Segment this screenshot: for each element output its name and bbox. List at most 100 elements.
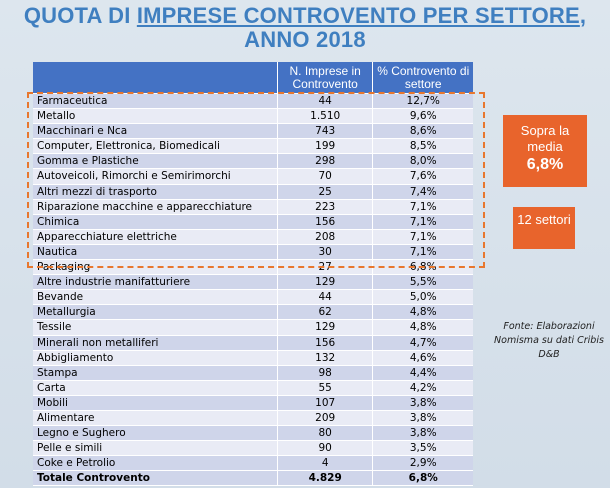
cell-sector: Altri mezzi di trasporto [37, 185, 157, 198]
sectors-count-label: 12 settori [517, 212, 571, 227]
cell-share: 3,8% [372, 395, 473, 410]
cell-sector: Computer, Elettronica, Biomedicali [37, 140, 220, 153]
table-row: Coke e Petrolio 4 2,9% [33, 456, 473, 472]
cell-sector: Minerali non metalliferi [37, 336, 159, 349]
cell-sector: Metallurgia [37, 306, 96, 319]
cell-share: 9,6% [372, 109, 473, 124]
cell-share: 8,0% [372, 154, 473, 169]
cell-share: 4,8% [372, 320, 473, 335]
table-header: N. Imprese in Controvento % Controvento … [33, 62, 473, 94]
cell-share: 7,6% [372, 169, 473, 184]
cell-share: 6,8% [372, 260, 473, 275]
cell-count: 4 [276, 456, 373, 471]
cell-count: 298 [276, 154, 373, 169]
source-note: Fonte: Elaborazioni Nomisma su dati Crib… [494, 321, 604, 360]
above-average-label: Sopra la media [520, 123, 570, 154]
cell-sector: Packaging [37, 261, 91, 274]
above-average-badge: Sopra la media 6,8% [503, 115, 587, 187]
cell-share: 5,0% [372, 290, 473, 305]
cell-count: 107 [276, 395, 373, 410]
sectors-count-badge: 12 settori [513, 207, 575, 249]
table-row: Altri mezzi di trasporto 25 7,4% [33, 184, 473, 200]
cell-count: 129 [276, 275, 373, 290]
cell-share: 8,6% [372, 124, 473, 139]
table-row: Metallurgia 62 4,8% [33, 305, 473, 321]
cell-sector: Tessile [37, 321, 72, 334]
cell-count: 199 [276, 139, 373, 154]
cell-share: 7,4% [372, 184, 473, 199]
cell-sector: Autoveicoli, Rimorchi e Semirimorchi [37, 170, 231, 183]
cell-share: 4,7% [372, 335, 473, 350]
table-row: Computer, Elettronica, Biomedicali 199 8,5… [33, 139, 473, 155]
title-line-1: QUOTA DI IMPRESE CONTROVENTO PER SETTORE… [0, 4, 610, 28]
cell-count: 156 [276, 335, 373, 350]
cell-share: 8,5% [372, 139, 473, 154]
cell-sector: Legno e Sughero [37, 427, 126, 440]
title-prefix: QUOTA DI [23, 3, 137, 28]
page-title: QUOTA DI IMPRESE CONTROVENTO PER SETTORE… [0, 4, 610, 52]
table-row: Stampa 98 4,4% [33, 365, 473, 381]
title-underlined: IMPRESE CONTROVENTO PER SETTORE [136, 3, 580, 28]
cell-share: 4,8% [372, 305, 473, 320]
cell-sector: Gomma e Plastiche [37, 155, 139, 168]
cell-share: 7,1% [372, 199, 473, 214]
cell-sector: Macchinari e Nca [37, 125, 128, 138]
cell-share: 7,1% [372, 214, 473, 229]
cell-share: 3,8% [372, 426, 473, 441]
header-sector [33, 62, 277, 93]
cell-count: 44 [276, 290, 373, 305]
table-row: Pelle e simili 90 3,5% [33, 441, 473, 457]
cell-sector: Riparazione macchine e apparecchiature [37, 200, 253, 213]
header-count: N. Imprese in Controvento [276, 62, 373, 93]
cell-sector: Carta [37, 381, 66, 394]
table-row: Alimentare 209 3,8% [33, 410, 473, 427]
total-sector: Totale Controvento [37, 472, 150, 485]
table-row: Tessile 129 4,8% [33, 320, 473, 336]
cell-count: 27 [276, 260, 373, 275]
cell-count: 98 [276, 365, 373, 380]
title-suffix: , [579, 3, 587, 28]
cell-count: 30 [276, 244, 373, 260]
table-row: Legno e Sughero 80 3,8% [33, 426, 473, 442]
cell-count: 132 [276, 350, 373, 365]
table-row: Farmaceutica 44 12,7% [33, 94, 473, 110]
cell-count: 209 [276, 410, 373, 426]
table-row: Autoveicoli, Rimorchi e Semirimorchi 70 7,… [33, 169, 473, 185]
cell-sector: Pelle e simili [37, 442, 103, 455]
table-row: Altre industrie manifatturiere 129 5,5% [33, 275, 473, 291]
cell-count: 44 [276, 94, 373, 109]
cell-sector: Altre industrie manifatturiere [37, 276, 191, 289]
cell-count: 743 [276, 124, 373, 139]
table-row: Bevande 44 5,0% [33, 290, 473, 306]
cell-sector: Apparecchiature elettriche [37, 230, 177, 243]
total-share: 6,8% [372, 471, 473, 486]
total-count: 4.829 [276, 471, 373, 486]
cell-share: 4,4% [372, 365, 473, 380]
cell-count: 208 [276, 229, 373, 244]
table-row: Carta 55 4,2% [33, 380, 473, 396]
cell-share: 5,5% [372, 275, 473, 290]
header-share: % Controvento di settore [372, 62, 473, 93]
cell-count: 62 [276, 305, 373, 320]
table-body: Farmaceutica 44 12,7% Metallo 1.510 9,6% Macch… [33, 94, 473, 472]
table-row: Macchinari e Nca 743 8,6% [33, 124, 473, 140]
cell-sector: Farmaceutica [37, 95, 108, 107]
above-average-value: 6,8% [526, 156, 564, 173]
table-row: Apparecchiature elettriche 208 7,1% [33, 229, 473, 245]
cell-share: 12,7% [372, 94, 473, 109]
cell-count: 55 [276, 380, 373, 395]
cell-share: 4,6% [372, 350, 473, 365]
sector-table: N. Imprese in Controvento % Controvento … [33, 62, 473, 487]
table-row: Nautica 30 7,1% [33, 244, 473, 261]
table-total-row: Totale Controvento 4.829 6,8% [33, 471, 473, 487]
cell-sector: Nautica [37, 245, 78, 258]
cell-count: 70 [276, 169, 373, 184]
cell-sector: Stampa [37, 366, 78, 379]
cell-count: 80 [276, 426, 373, 441]
title-line-2: ANNO 2018 [244, 27, 366, 52]
cell-share: 7,1% [372, 229, 473, 244]
table-row: Gomma e Plastiche 298 8,0% [33, 154, 473, 170]
table-row: Chimica 156 7,1% [33, 214, 473, 230]
table-row: Metallo 1.510 9,6% [33, 109, 473, 125]
cell-count: 25 [276, 184, 373, 199]
